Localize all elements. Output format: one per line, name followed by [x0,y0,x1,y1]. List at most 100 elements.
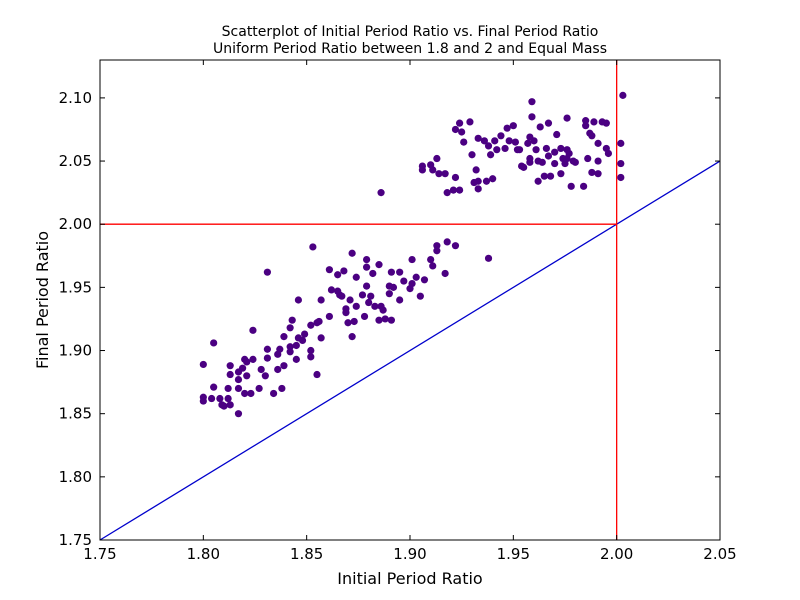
y-tick-label: 2.05 [59,152,92,170]
data-point [484,142,493,150]
data-point [199,360,207,369]
data-point [243,372,251,380]
data-point [515,146,524,154]
data-point [604,149,613,158]
data-point [307,353,315,361]
data-point [309,243,317,251]
data-point [536,123,544,131]
data-point [602,119,610,127]
data-point [220,402,228,410]
data-point [352,302,360,310]
data-point [472,166,480,174]
data-point [571,158,579,166]
data-point [350,317,358,326]
data-point [468,151,476,159]
data-point [594,170,602,178]
data-point [208,394,216,403]
data-point [497,132,505,140]
data-point [493,146,501,154]
data-point [540,172,548,180]
data-point [528,113,536,121]
data-point [429,166,437,174]
data-point [503,124,511,132]
data-point [551,148,559,156]
data-point [263,345,271,353]
data-point [274,365,282,374]
data-point [276,345,284,353]
data-point [257,365,265,374]
data-point [342,309,350,317]
data-point [387,316,395,324]
data-point [487,151,495,159]
x-tick-label: 1.85 [290,545,323,563]
data-point [482,177,491,185]
data-point [307,346,315,355]
data-point [313,370,321,379]
x-tick-label: 1.75 [83,545,116,563]
data-point [243,358,251,366]
data-point [617,173,625,182]
data-point [418,166,426,174]
x-tick-label: 1.80 [187,545,220,563]
data-point [317,296,325,304]
data-point [584,154,592,163]
y-tick-label: 1.75 [59,531,92,549]
data-point [344,319,352,327]
y-tick-label: 1.95 [59,278,92,296]
y-tick-label: 1.80 [59,468,92,486]
data-point [226,401,234,409]
data-point [379,306,387,314]
chart-title: Scatterplot of Initial Period Ratio vs. … [222,24,599,40]
x-tick-label: 2.05 [703,545,736,563]
data-point [234,410,243,418]
data-point [247,389,255,398]
data-point [288,316,296,324]
x-tick-label: 1.90 [393,545,426,563]
x-tick-label: 1.95 [497,545,530,563]
reference-lines [99,60,721,541]
y-tick-label: 1.85 [59,405,92,423]
y-axis-label: Final Period Ratio [33,231,52,369]
data-point [501,144,509,153]
data-point [327,286,336,294]
data-point [278,384,286,393]
data-point [505,137,513,145]
data-point [408,255,416,264]
data-point [261,372,269,380]
data-point [307,321,315,329]
data-point [255,384,263,393]
data-point [294,296,302,304]
data-point [456,119,464,127]
data-point [553,130,561,139]
data-point [315,317,323,326]
data-point [542,144,551,153]
data-point [224,384,232,393]
data-point [433,247,441,255]
data-point [594,157,602,165]
chart-subtitle: Uniform Period Ratio between 1.8 and 2 a… [213,41,607,57]
data-point [617,139,625,147]
data-point [412,273,420,281]
data-point [365,298,373,307]
data-point [389,283,398,291]
data-point [352,273,360,281]
data-point [338,292,346,300]
data-point [363,263,371,271]
data-point [224,394,232,403]
data-point [528,98,536,106]
data-point [286,348,294,356]
data-point [416,292,424,300]
data-point [249,355,257,363]
data-point [511,138,519,146]
y-tick-label: 2.00 [59,215,92,233]
data-point [427,255,435,264]
data-point [420,276,429,284]
data-point [381,315,389,323]
data-point [451,125,460,134]
data-point [358,291,367,299]
y-tick-label: 2.10 [59,89,92,107]
y-tick-label: 1.90 [59,342,92,360]
plot-area-frame [99,59,721,541]
data-point [458,128,466,136]
